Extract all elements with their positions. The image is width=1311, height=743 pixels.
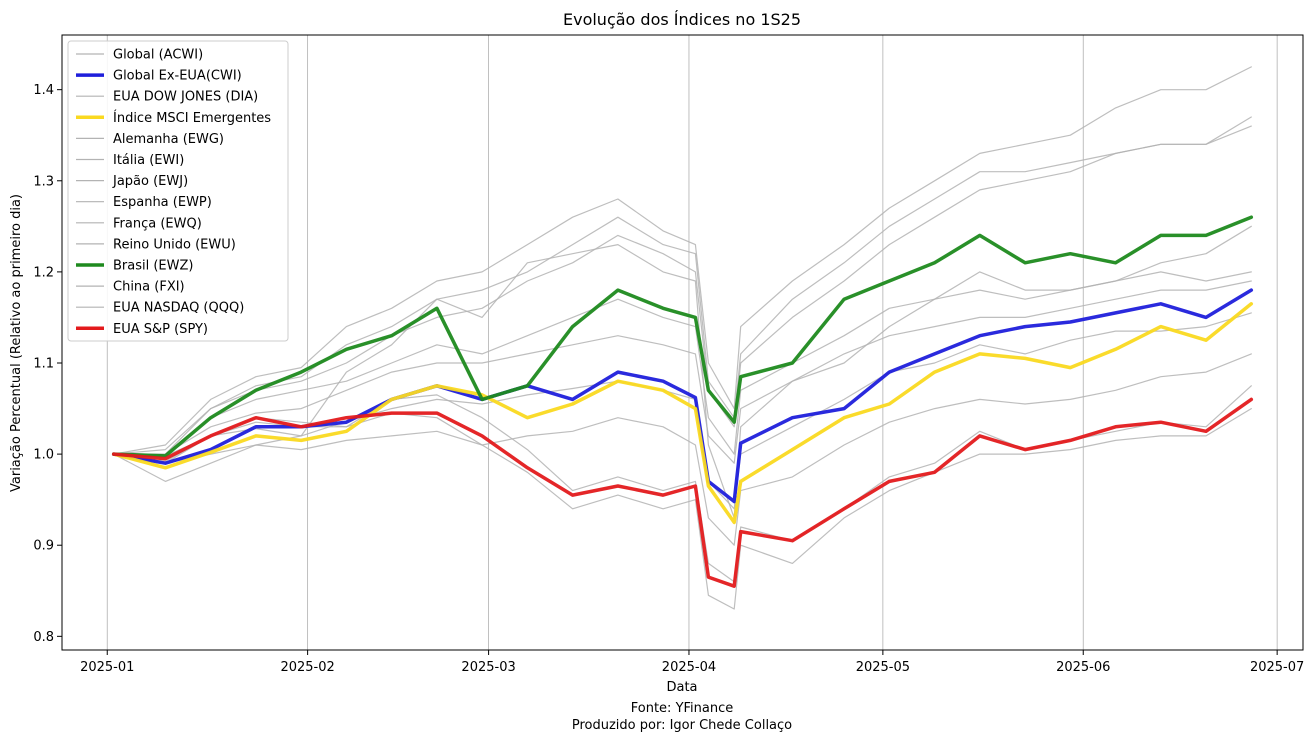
legend: Global (ACWI) Global Ex-EUA(CWI) EUA DOW J… xyxy=(67,40,289,342)
y-tick-label: 1.1 xyxy=(33,357,54,372)
legend-label-4: Alemanha (EWG) xyxy=(113,132,224,147)
legend-label-0: Global (ACWI) xyxy=(113,48,203,63)
series-line-5 xyxy=(113,116,1252,455)
legend-label-11: China (FXI) xyxy=(113,280,185,295)
legend-label-10: Brasil (EWZ) xyxy=(113,259,193,274)
legend-label-9: Reino Unido (EWU) xyxy=(113,237,236,252)
series-line-3 xyxy=(111,302,1254,525)
series-line-13 xyxy=(111,397,1254,588)
y-tick-label: 1.4 xyxy=(33,83,54,98)
y-tick-label: 0.9 xyxy=(33,539,54,554)
series-line-4 xyxy=(113,66,1252,455)
x-tick-label: 2025-03 xyxy=(461,660,515,675)
y-tick-label: 1.3 xyxy=(33,174,54,189)
x-tick-label: 2025-01 xyxy=(80,660,134,675)
producer-credit: Produzido por: Igor Chede Collaço xyxy=(571,718,793,733)
x-tick-label: 2025-04 xyxy=(662,660,716,675)
series-line-8 xyxy=(113,271,1252,455)
series-line-12 xyxy=(113,408,1252,610)
series-line-6 xyxy=(113,353,1252,546)
x-tick-label: 2025-06 xyxy=(1056,660,1110,675)
x-axis-label: Data xyxy=(666,680,697,695)
legend-label-7: Espanha (EWP) xyxy=(113,195,212,210)
legend-label-5: Itália (EWI) xyxy=(113,153,184,168)
plot-frame xyxy=(61,34,1304,651)
legend-label-13: EUA S&P (SPY) xyxy=(113,322,208,337)
series-line-10 xyxy=(111,215,1254,458)
legend-label-2: EUA DOW JONES (DIA) xyxy=(113,90,258,105)
legend-box xyxy=(67,40,289,342)
legend-label-1: Global Ex-EUA(CWI) xyxy=(113,69,242,84)
legend-label-3: Índice MSCI Emergentes xyxy=(113,110,271,126)
x-tick-label: 2025-05 xyxy=(856,660,910,675)
x-tick-label: 2025-07 xyxy=(1250,660,1304,675)
x-tick-label: 2025-02 xyxy=(280,660,334,675)
legend-label-12: EUA NASDAQ (QQQ) xyxy=(113,301,244,316)
legend-label-6: Japão (EWJ) xyxy=(112,174,188,189)
series-lines xyxy=(111,66,1254,610)
y-tick-label: 1.0 xyxy=(33,448,54,463)
y-tick-label: 1.2 xyxy=(33,265,54,280)
series-line-9 xyxy=(113,280,1252,464)
chart-title: Evolução dos Índices no 1S25 xyxy=(563,10,801,29)
axis-ticks: 2025-01 2025-02 2025-03 2025-04 2025-05 2025-… xyxy=(33,83,1304,675)
legend-label-8: França (EWQ) xyxy=(113,216,202,231)
y-axis-label: Variação Percentual (Relativo ao primeir… xyxy=(9,194,24,492)
source-credit: Fonte: YFinance xyxy=(630,701,734,716)
y-tick-label: 0.8 xyxy=(33,630,54,645)
